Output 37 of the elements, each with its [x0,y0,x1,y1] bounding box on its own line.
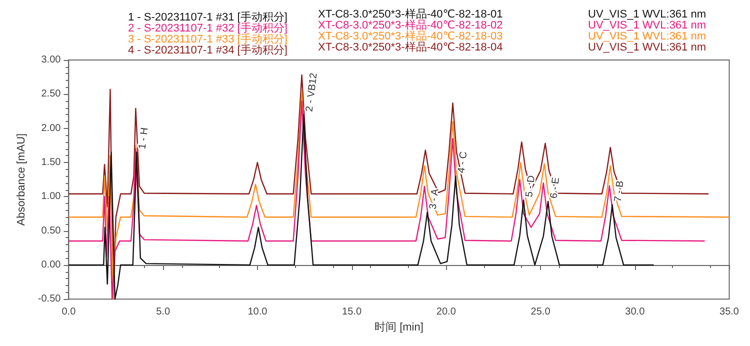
x-tick-label: 30.0 [625,306,646,318]
y-tick-label: 1.50 [41,156,62,168]
text: UV_VIS_1 WVL:361 nm [588,42,706,54]
text: 4 - S-20231107-1 #34 [手动积分] [128,44,288,56]
annotation: 1 - H [137,127,151,150]
x-tick-label: 15.0 [342,306,362,318]
x-tick-label: 20.0 [436,306,456,318]
x-tick-label: 10.0 [248,306,268,318]
x-tick-label: 35.0 [720,306,740,318]
y-tick-label: 1.00 [41,191,62,202]
text: 3 - S-20231107-1 #33 [手动积分] [128,32,288,46]
annotation: 4 - C [456,150,470,174]
text: XT-C8-3.0*250*3-样品-40℃-82-18-04 [318,42,503,54]
annotation: 2 - VB12 [304,72,320,112]
text: 2 - S-20231107-1 #32 [手动积分] [128,22,288,34]
x-tick-label: 0.0 [62,306,76,318]
annotation: 3 - A [428,188,442,210]
text: XT-C8-3.0*250*3-样品-40℃-82-18-01 [318,8,503,20]
annotation: 7 - B [612,180,626,202]
text: UV_VIS_1 WVL:361 nm [588,20,706,32]
y-tick-label: 2.50 [41,88,62,100]
y-tick-label: 0.50 [41,225,62,236]
text: UV_VIS_1 WVL:361 nm [588,8,706,20]
annotation: 5 - D [524,174,538,198]
y-axis-title: Absorbance [mAU] [16,133,28,226]
x-tick-label: 5.0 [156,306,170,318]
y-tick-label: 3.00 [41,54,62,66]
text: XT-C8-3.0*250*3-样品-40℃-82-18-02 [318,20,503,32]
x-axis-title: 时间 [min] [374,320,424,334]
text: 1 - S-20231107-1 #31 [手动积分] [128,10,288,24]
annotation: 6 - E [548,176,562,200]
text: UV_VIS_1 WVL:361 nm [588,30,706,42]
y-tick-label: 2.00 [41,122,62,134]
x-tick-label: 25.0 [530,306,551,318]
text: XT-C8-3.0*250*3-样品-40℃-82-18-03 [318,30,503,42]
y-tick-label: -0.50 [38,294,62,305]
y-tick-label: 0.00 [41,259,62,270]
